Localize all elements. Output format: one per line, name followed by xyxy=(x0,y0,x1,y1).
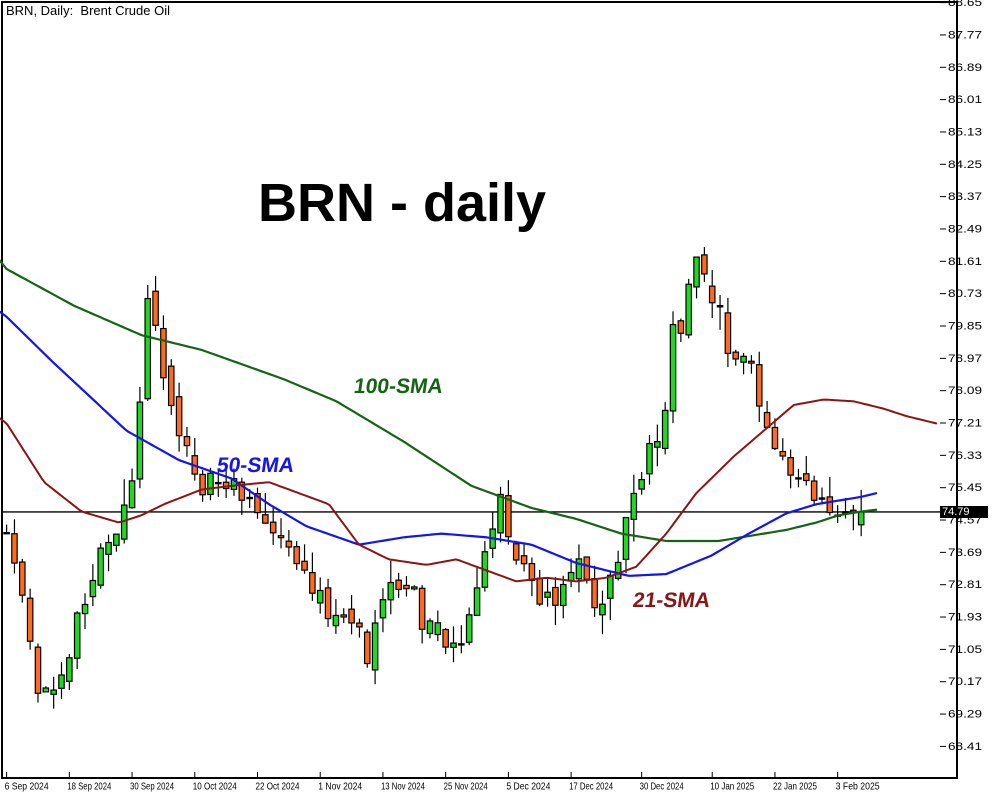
svg-text:87.77: 87.77 xyxy=(948,29,982,41)
svg-text:77.21: 77.21 xyxy=(948,418,982,430)
svg-text:10 Oct 2024: 10 Oct 2024 xyxy=(193,782,237,793)
svg-text:80.73: 80.73 xyxy=(948,288,982,300)
svg-text:17 Dec 2024: 17 Dec 2024 xyxy=(569,782,613,793)
svg-text:30 Sep 2024: 30 Sep 2024 xyxy=(130,782,174,793)
svg-text:78.97: 78.97 xyxy=(948,353,982,365)
svg-text:68.41: 68.41 xyxy=(948,741,982,753)
svg-text:72.81: 72.81 xyxy=(948,579,982,591)
svg-text:25 Nov 2024: 25 Nov 2024 xyxy=(444,782,488,793)
svg-text:22 Jan 2025: 22 Jan 2025 xyxy=(773,782,817,793)
svg-text:73.69: 73.69 xyxy=(948,547,982,559)
svg-text:22 Oct 2024: 22 Oct 2024 xyxy=(256,782,300,793)
svg-text:79.85: 79.85 xyxy=(948,320,982,332)
svg-text:70.17: 70.17 xyxy=(948,676,982,688)
svg-text:83.37: 83.37 xyxy=(948,191,982,203)
svg-text:85.13: 85.13 xyxy=(948,126,982,138)
svg-text:69.29: 69.29 xyxy=(948,709,982,721)
svg-text:1 Nov 2024: 1 Nov 2024 xyxy=(318,782,362,793)
svg-text:71.05: 71.05 xyxy=(948,644,982,656)
svg-text:71.93: 71.93 xyxy=(948,612,982,624)
svg-text:30 Dec 2024: 30 Dec 2024 xyxy=(640,782,684,793)
svg-text:84.25: 84.25 xyxy=(948,159,982,171)
svg-text:6 Sep 2024: 6 Sep 2024 xyxy=(5,782,49,793)
svg-text:75.45: 75.45 xyxy=(948,482,982,494)
svg-text:76.33: 76.33 xyxy=(948,450,982,462)
svg-text:86.89: 86.89 xyxy=(948,62,982,74)
svg-text:5 Dec 2024: 5 Dec 2024 xyxy=(506,782,550,793)
svg-text:10 Jan 2025: 10 Jan 2025 xyxy=(710,782,754,793)
svg-text:3 Feb 2025: 3 Feb 2025 xyxy=(836,782,880,793)
svg-text:86.01: 86.01 xyxy=(948,94,982,106)
svg-text:18 Sep 2024: 18 Sep 2024 xyxy=(67,782,111,793)
svg-text:13 Nov 2024: 13 Nov 2024 xyxy=(381,782,425,793)
svg-text:78.09: 78.09 xyxy=(948,385,982,397)
svg-text:81.61: 81.61 xyxy=(948,256,982,268)
svg-text:88.65: 88.65 xyxy=(948,0,982,9)
svg-text:82.49: 82.49 xyxy=(948,223,982,235)
